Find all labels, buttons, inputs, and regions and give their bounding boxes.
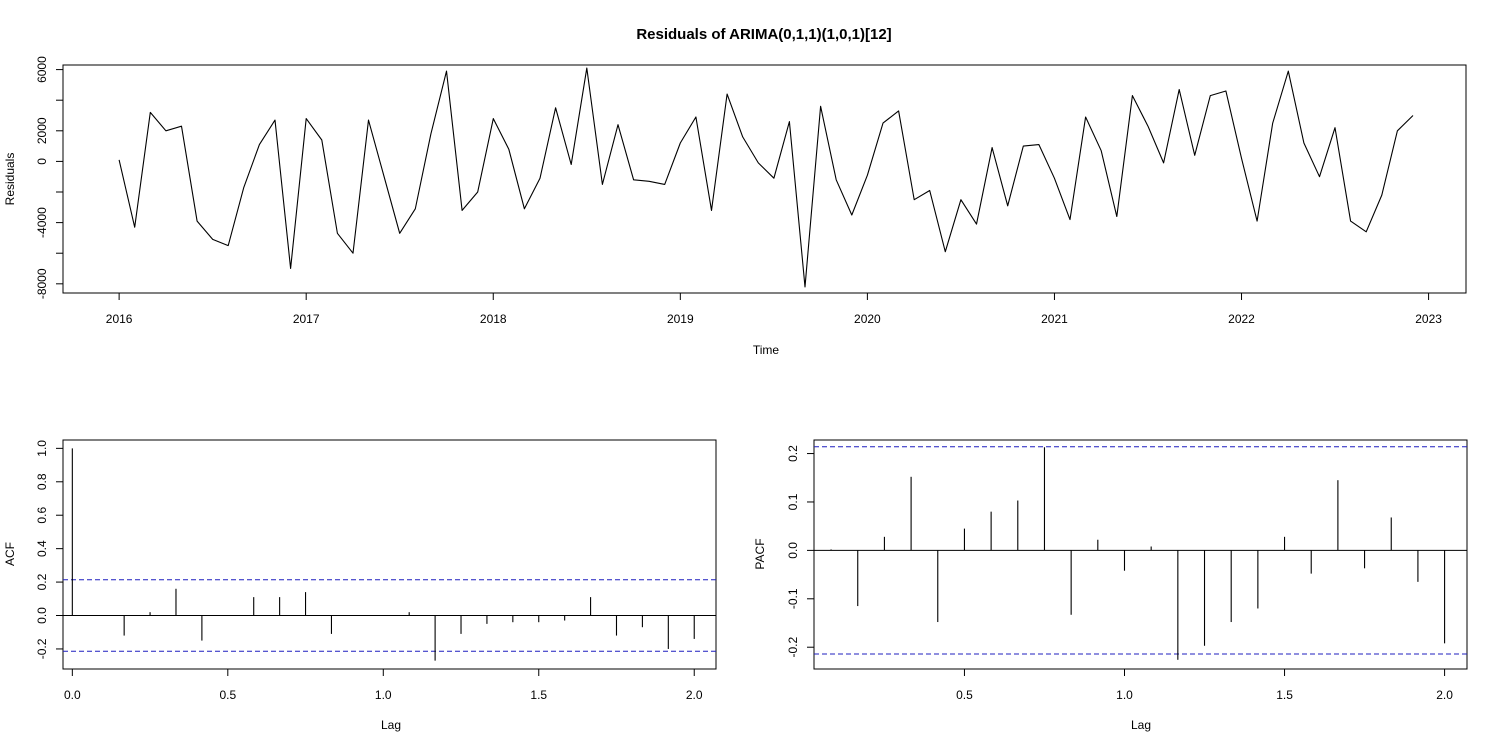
pacf-y-tick-label: 0.0 (786, 542, 800, 559)
residuals-plot-frame (62, 64, 1467, 294)
residuals-x-tick-label: 2019 (667, 312, 694, 326)
residuals-y-axis-title: Residuals (3, 153, 17, 206)
residuals-y-tick-label: -4000 (35, 207, 49, 238)
pacf-x-tick-label: 0.5 (956, 688, 973, 702)
residuals-x-tick-label: 2017 (293, 312, 320, 326)
pacf-x-axis-title: Lag (1131, 718, 1151, 732)
residuals-x-axis-title: Time (753, 343, 780, 357)
residuals-y-tick-label: 0 (35, 158, 49, 165)
pacf-y-axis-title: PACF (753, 538, 767, 569)
acf-x-tick-label: 1.5 (530, 688, 547, 702)
pacf-plot: Lag PACF 0.5 1.0 1.5 2.0 -0.2 -0.1 0.0 0.1 0.2 (753, 439, 1468, 732)
residuals-x-tick-label: 2023 (1415, 312, 1442, 326)
residuals-plot: Time Residuals 2016 2017 2018 2019 2020 2021 2… (3, 56, 1467, 357)
pacf-y-tick-label: -0.1 (786, 588, 800, 609)
acf-x-tick-label: 0.5 (219, 688, 236, 702)
acf-x-tick-label: 1.0 (375, 688, 392, 702)
acf-y-tick-label: -0.2 (35, 638, 49, 659)
acf-y-tick-label: 0.0 (35, 607, 49, 624)
residuals-y-tick-label: 6000 (35, 56, 49, 83)
acf-y-axis-title: ACF (3, 542, 17, 566)
acf-x-tick-label: 2.0 (686, 688, 703, 702)
residuals-x-tick-label: 2022 (1228, 312, 1255, 326)
residuals-x-tick-label: 2020 (854, 312, 881, 326)
pacf-y-tick-label: 0.2 (786, 445, 800, 462)
residuals-y-tick-label: 2000 (35, 117, 49, 144)
residuals-x-tick-label: 2018 (480, 312, 507, 326)
residuals-series-line (118, 67, 1414, 288)
pacf-y-tick-label: 0.1 (786, 493, 800, 510)
acf-y-tick-label: 0.4 (35, 540, 49, 557)
main-title: Residuals of ARIMA(0,1,1)(1,0,1)[12] (636, 26, 891, 43)
acf-x-axis-title: Lag (381, 718, 401, 732)
acf-y-tick-label: 0.2 (35, 573, 49, 590)
pacf-plot-frame (813, 439, 1468, 670)
pacf-x-tick-label: 2.0 (1436, 688, 1453, 702)
pacf-x-tick-label: 1.5 (1276, 688, 1293, 702)
acf-y-tick-label: 0.6 (35, 507, 49, 524)
residuals-x-tick-label: 2016 (106, 312, 133, 326)
acf-plot-frame (62, 439, 717, 670)
pacf-y-tick-label: -0.2 (786, 637, 800, 658)
acf-y-tick-label: 0.8 (35, 473, 49, 490)
residuals-x-tick-label: 2021 (1041, 312, 1068, 326)
pacf-x-tick-label: 1.0 (1116, 688, 1133, 702)
residuals-y-tick-label: -8000 (35, 268, 49, 299)
acf-y-tick-label: 1.0 (35, 440, 49, 457)
acf-plot: Lag ACF 0.0 0.5 1.0 1.5 2.0 -0.2 0.0 0.2 0.4 0.6 0… (3, 439, 717, 732)
acf-x-tick-label: 0.0 (64, 688, 81, 702)
